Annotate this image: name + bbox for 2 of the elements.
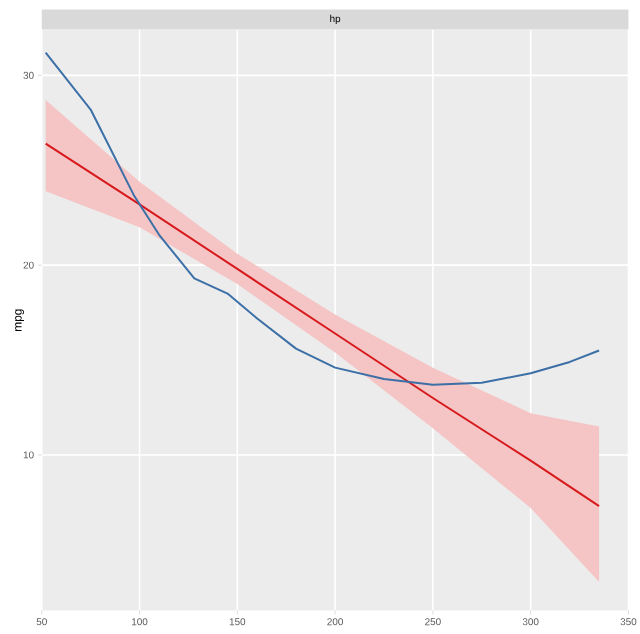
line-series bbox=[44, 142, 601, 507]
line-series bbox=[44, 51, 601, 386]
